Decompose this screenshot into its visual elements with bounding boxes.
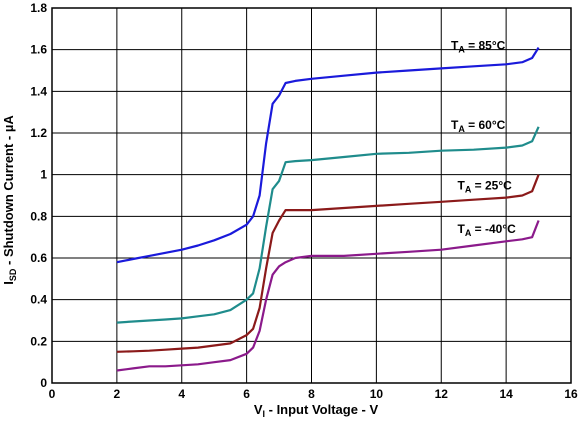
y-tick-label-0: 0 [40, 376, 47, 390]
x-tick-label-1: 2 [114, 387, 121, 401]
series-labels: TA = 85°C TA = 60°C TA = 25°C TA = -40°C [451, 39, 516, 238]
y-tick-label-5: 1 [40, 168, 47, 182]
x-tick-label-4: 8 [308, 387, 315, 401]
series-line-3 [116, 220, 540, 372]
x-tick-label-2: 4 [178, 387, 185, 401]
x-tick-label-5: 10 [370, 387, 384, 401]
series-lines [116, 47, 540, 372]
series-line-2 [116, 174, 540, 353]
y-tick-label-4: 0.8 [30, 209, 47, 223]
series-label-2: TA = 25°C [457, 178, 512, 194]
series-label-0: TA = 85°C [451, 39, 506, 55]
series-line-1 [116, 126, 540, 324]
grid-lines [51, 7, 572, 384]
series-label-1: TA = 60°C [451, 118, 506, 134]
series-line-0 [116, 47, 540, 264]
x-tick-labels: 0 2 4 6 8 10 12 14 16 [49, 387, 578, 401]
x-tick-label-3: 6 [243, 387, 250, 401]
y-tick-label-9: 1.8 [30, 1, 47, 15]
y-tick-labels: 0 0.2 0.4 0.6 0.8 1 1.2 1.4 1.6 1.8 [30, 1, 47, 390]
x-axis-title: VI - Input Voltage - V [254, 402, 379, 419]
y-tick-label-3: 0.6 [30, 251, 47, 265]
y-tick-label-8: 1.6 [30, 43, 47, 57]
series-label-3: TA = -40°C [457, 222, 516, 238]
y-tick-label-6: 1.2 [30, 126, 47, 140]
plot-frame [51, 7, 572, 384]
x-tick-label-8: 16 [564, 387, 578, 401]
y-axis-title: ISD - Shutdown Current - µA [1, 115, 18, 285]
x-tick-label-7: 14 [499, 387, 513, 401]
x-tick-label-6: 12 [435, 387, 449, 401]
y-tick-label-2: 0.4 [30, 293, 47, 307]
x-tick-label-0: 0 [49, 387, 56, 401]
plot-border [51, 7, 572, 384]
y-tick-label-7: 1.4 [30, 84, 47, 98]
y-tick-label-1: 0.2 [30, 334, 47, 348]
